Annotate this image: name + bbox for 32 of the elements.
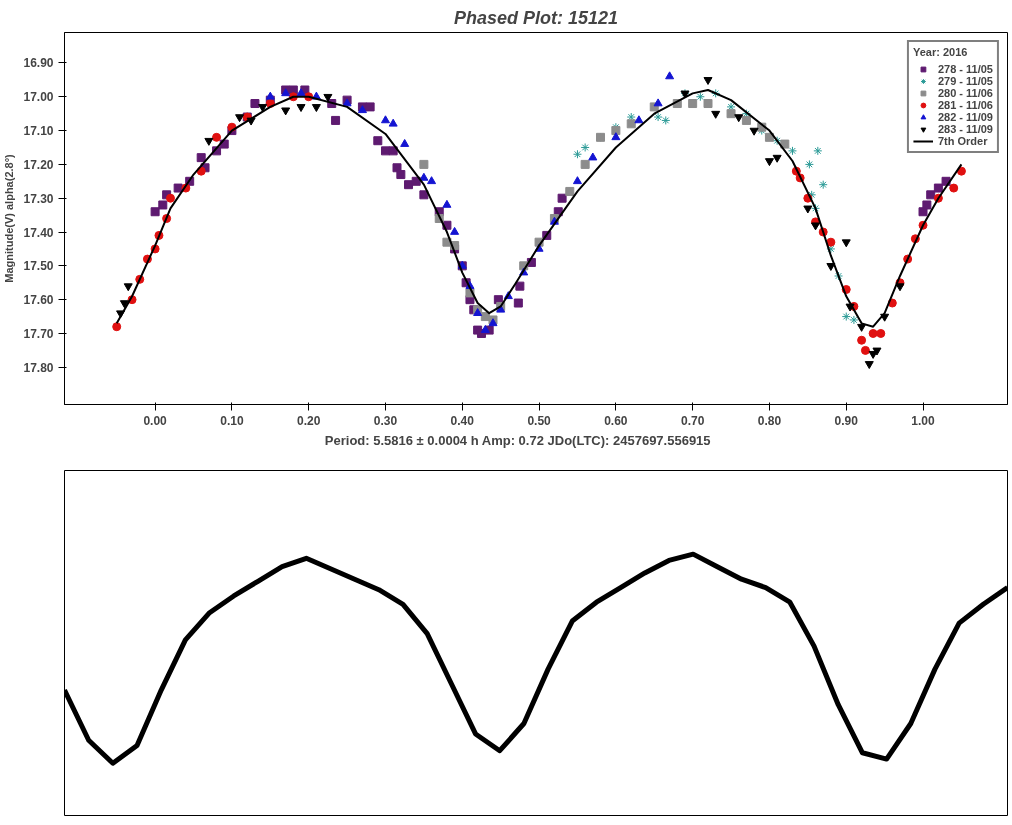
x-tick-label: 0.50 [527, 413, 552, 428]
legend-title: Year: 2016 [912, 46, 969, 58]
legend-label: 7th Order [937, 135, 988, 147]
x-tick-label: 1.00 [911, 413, 936, 428]
legend-label: 282 - 11/09 [937, 111, 993, 123]
y-tick-label: 17.80 [23, 360, 54, 375]
x-tick-label: 0.00 [143, 413, 168, 428]
x-tick-label: 0.80 [757, 413, 782, 428]
x-tick-label: 0.30 [373, 413, 398, 428]
legend-label: 281 - 11/06 [937, 99, 993, 111]
x-tick-label: 0.60 [604, 413, 628, 428]
legend-label: 280 - 11/06 [937, 87, 993, 99]
x-axis-title: Period: 5.5816 ± 0.0004 h Amp: 0.72 JDo(LTC): 2457697.556915 [324, 432, 711, 448]
y-tick-label: 17.50 [23, 259, 54, 274]
y-tick-label: 17.40 [23, 225, 54, 240]
legend-label: 283 - 11/09 [937, 123, 993, 135]
y-tick-label: 17.70 [23, 326, 54, 341]
x-tick-label: 0.70 [680, 413, 705, 428]
y-tick-label: 17.10 [23, 124, 54, 139]
x-tick-label: 0.40 [450, 413, 475, 428]
y-tick-label: 17.60 [23, 293, 54, 308]
y-tick-label: 17.00 [23, 90, 54, 105]
y-tick-label: 17.20 [23, 157, 54, 172]
chart-title: Phased Plot: 15121 [453, 7, 619, 28]
y-axis-title: Magnitude(V) alpha(2.8°) [3, 153, 16, 283]
x-tick-label: 0.20 [297, 413, 321, 428]
x-tick-label: 0.90 [834, 413, 859, 428]
y-tick-label: 16.90 [23, 56, 54, 71]
x-tick-label: 0.10 [220, 413, 244, 428]
legend-label: 278 - 11/05 [937, 63, 993, 75]
y-tick-label: 17.30 [23, 191, 54, 206]
legend-label: 279 - 11/05 [937, 75, 993, 87]
